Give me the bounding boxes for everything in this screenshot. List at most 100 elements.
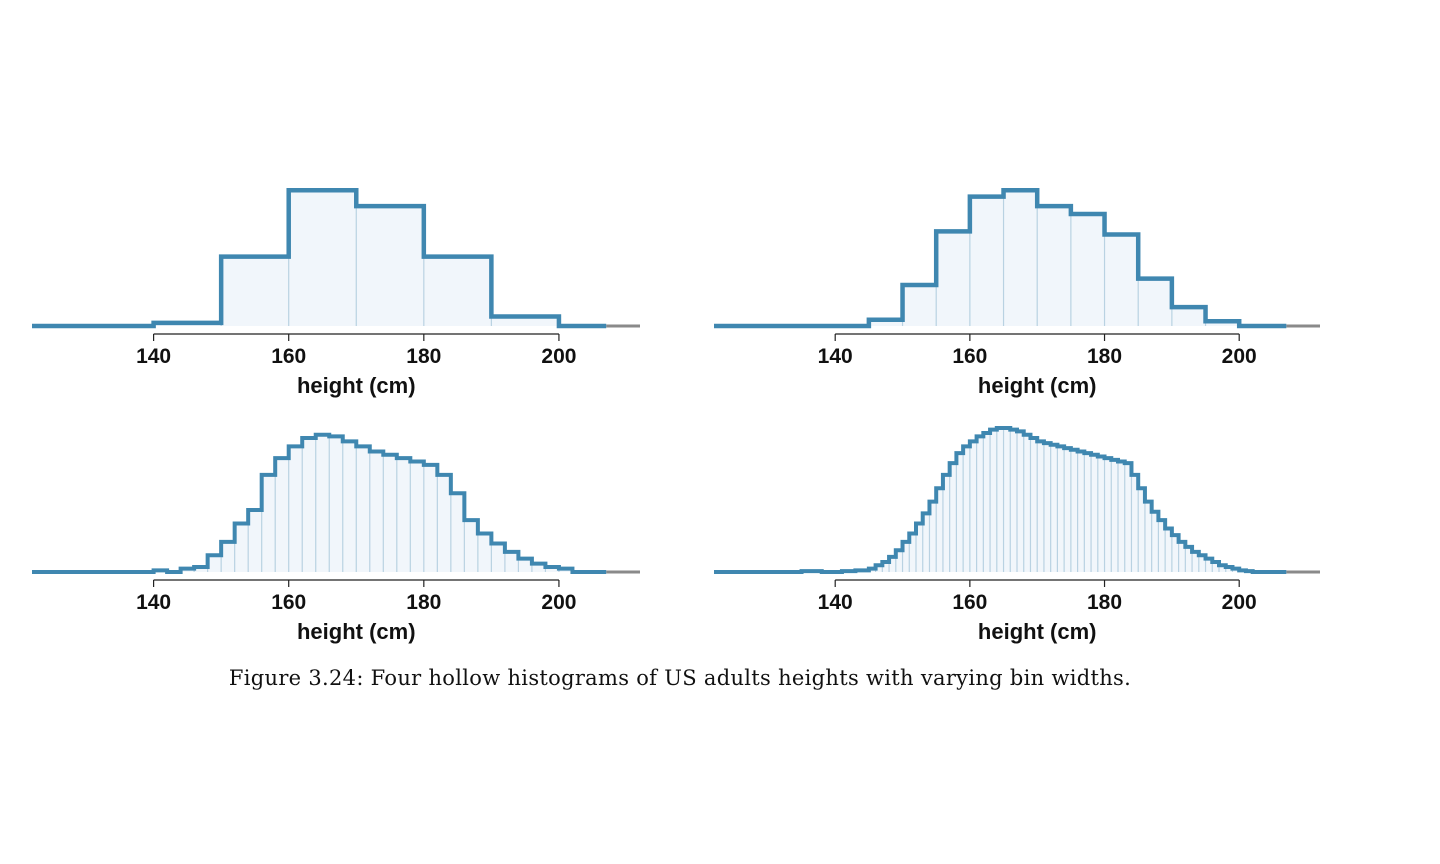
histogram-bar — [423, 256, 492, 326]
histogram-bar — [1010, 429, 1017, 572]
histogram-bar — [1057, 446, 1065, 572]
histogram-panel-4: 140 160 180 200 height (cm) — [714, 426, 1320, 644]
histogram-bar — [1084, 453, 1092, 572]
histogram-bar — [1077, 451, 1085, 572]
histogram-bar — [504, 551, 519, 572]
histogram-bar — [531, 563, 546, 572]
histogram-bar — [518, 558, 532, 572]
histogram-bar — [936, 488, 943, 572]
histogram-bar — [1151, 511, 1159, 572]
histogram-bar — [261, 474, 276, 572]
histogram-bar — [1050, 444, 1058, 572]
histogram-bar — [1198, 555, 1206, 572]
histogram-bar — [1003, 428, 1011, 572]
histogram-bar — [288, 190, 357, 326]
histogram-bar — [1030, 438, 1038, 572]
histogram-bar — [969, 196, 1004, 326]
histogram-bar — [868, 319, 903, 326]
histogram-bar — [207, 555, 222, 572]
histogram-bar — [356, 446, 370, 572]
histogram-bar — [491, 316, 559, 326]
x-tick-label: 140 — [136, 591, 171, 614]
histogram-bar — [1043, 443, 1051, 572]
histogram-bar — [882, 561, 890, 572]
histogram-bar — [1219, 565, 1226, 572]
histogram-bar — [1205, 321, 1240, 326]
histogram-bar — [369, 451, 384, 572]
x-axis-label: height (cm) — [978, 373, 1097, 398]
histogram-bar — [1037, 206, 1071, 326]
x-axis-label: height (cm) — [978, 619, 1097, 644]
histogram-outline — [32, 188, 607, 329]
histogram-bar — [895, 550, 903, 572]
histogram-bar — [949, 463, 957, 572]
histogram-bar — [221, 256, 289, 326]
histogram-bar — [1171, 535, 1179, 572]
histogram-bar — [383, 454, 397, 572]
histogram-panel-2: 140 160 180 200 height (cm) — [714, 188, 1320, 398]
figure-canvas: 140 160 180 200 height (cm) 140 160 180 200 heigh… — [32, 188, 1320, 644]
x-tick-label: 180 — [1087, 591, 1122, 614]
histogram-bar — [922, 513, 930, 572]
histogram-bar — [969, 441, 977, 572]
x-tick-label: 180 — [406, 345, 441, 368]
histogram-bar — [942, 474, 950, 572]
histogram-bar — [275, 458, 289, 572]
histogram-bar — [1138, 488, 1145, 572]
histogram-bar — [1104, 234, 1139, 326]
histogram-bar — [248, 510, 262, 572]
x-tick-label: 200 — [541, 345, 576, 368]
histogram-bar — [1144, 501, 1152, 572]
histogram-bar — [1003, 190, 1038, 326]
histogram-bar — [902, 284, 937, 326]
histogram-bar — [1212, 561, 1219, 572]
x-tick-label: 140 — [136, 345, 171, 368]
histogram-bar — [1064, 448, 1071, 572]
histogram-bar — [1104, 458, 1112, 572]
histogram-bar — [288, 446, 303, 572]
histogram-bar — [1171, 307, 1206, 326]
histogram-bar — [1138, 278, 1172, 326]
histogram-bar — [1037, 441, 1044, 572]
histogram-panel-3: 140 160 180 200 height (cm) — [32, 432, 640, 644]
histogram-bar — [1225, 566, 1233, 572]
histogram-bar — [450, 493, 465, 572]
histogram-bar — [437, 474, 451, 572]
histogram-panel-1: 140 160 180 200 height (cm) — [32, 188, 640, 398]
histogram-bar — [976, 436, 984, 572]
histogram-bar — [410, 461, 424, 572]
histogram-outline — [32, 432, 607, 574]
histogram-bar — [1185, 546, 1193, 572]
histogram-bar — [956, 453, 964, 572]
histogram-bar — [996, 428, 1004, 572]
histogram-bar — [221, 541, 235, 572]
histogram-bar — [234, 523, 249, 572]
histogram-bar — [929, 501, 937, 572]
x-tick-label: 160 — [271, 591, 306, 614]
histogram-bar — [1192, 551, 1199, 572]
histogram-bar — [902, 541, 910, 572]
x-tick-label: 160 — [952, 345, 987, 368]
histogram-bar — [1070, 449, 1078, 572]
histogram-bar — [342, 441, 357, 572]
histogram-outline — [714, 426, 1287, 574]
x-tick-label: 200 — [1222, 345, 1257, 368]
histogram-bar — [1165, 528, 1172, 572]
figure-frame: 140 160 180 200 height (cm) 140 160 180 200 heigh… — [4, 4, 1436, 860]
histogram-bar — [545, 566, 559, 572]
x-tick-label: 180 — [1087, 345, 1122, 368]
histogram-bar — [315, 434, 330, 572]
x-tick-label: 200 — [541, 591, 576, 614]
histogram-bar — [477, 533, 492, 572]
histogram-bar — [1097, 456, 1105, 572]
histogram-bar — [990, 429, 997, 572]
x-tick-label: 200 — [1222, 591, 1257, 614]
x-tick-label: 160 — [952, 591, 987, 614]
histogram-bar — [1017, 431, 1024, 572]
histogram-bar — [916, 523, 923, 572]
histogram-bar — [194, 566, 208, 572]
histogram-bar — [464, 520, 478, 572]
histogram-bar — [983, 433, 991, 572]
histogram-bar — [1205, 558, 1213, 572]
histogram-bar — [889, 556, 896, 572]
